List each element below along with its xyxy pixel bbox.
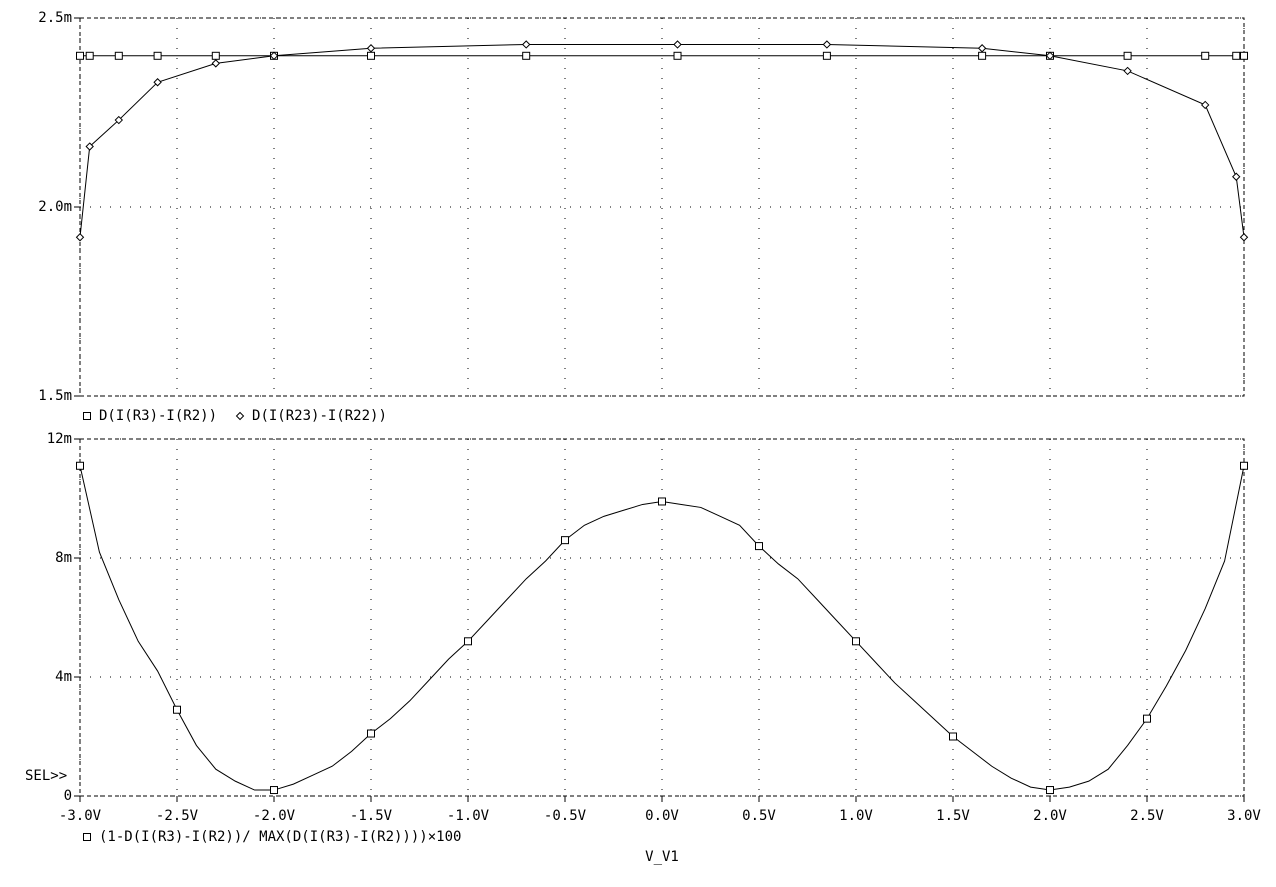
marker: [1045, 51, 1055, 61]
y-tick-label: 8m: [55, 550, 72, 566]
marker: [85, 142, 94, 151]
x-axis-label: V_V1: [645, 849, 679, 865]
x-tick-label: -0.5V: [544, 808, 587, 824]
marker: [977, 44, 987, 53]
y-tick-label: 2.5m: [38, 10, 72, 26]
plot-frame: [79, 17, 1245, 397]
marker: [269, 51, 279, 61]
legend-label: (1-D(I(R3)-I(R2))/ MAX(D(I(R3)-I(R2))))×…: [99, 829, 461, 845]
legend-label: D(I(R3)-I(R2)): [99, 408, 217, 424]
series-line: [79, 43, 1245, 238]
marker: [949, 732, 957, 741]
x-tick-label: 1.0V: [839, 808, 873, 824]
marker: [114, 115, 124, 125]
marker: [1123, 51, 1132, 60]
marker: [522, 51, 531, 60]
legend-marker: [83, 833, 91, 841]
marker: [1232, 51, 1241, 60]
marker: [1143, 714, 1151, 723]
marker: [1239, 233, 1249, 242]
x-tick-label: -2.0V: [253, 808, 296, 824]
marker: [153, 78, 162, 87]
marker: [75, 233, 85, 242]
marker: [822, 51, 831, 60]
legend-marker: [235, 411, 245, 421]
marker: [673, 51, 682, 60]
y-tick-label: 2.0m: [38, 199, 72, 215]
marker: [76, 51, 84, 60]
marker: [366, 44, 376, 53]
y-tick-label: 1.5m: [38, 388, 72, 404]
marker: [1200, 100, 1210, 110]
x-tick-label: -2.5V: [156, 808, 199, 824]
x-tick-label: 0.5V: [742, 808, 776, 824]
x-tick-label: 1.5V: [936, 808, 970, 824]
marker: [270, 786, 278, 795]
marker: [755, 542, 763, 551]
marker: [153, 51, 162, 60]
x-tick-label: 2.5V: [1130, 808, 1164, 824]
marker: [367, 51, 375, 60]
x-tick-label: 0.0V: [645, 808, 679, 824]
plot-frame: [79, 438, 1245, 797]
marker: [1240, 51, 1248, 60]
y-tick-label: 4m: [55, 669, 72, 685]
marker: [76, 461, 84, 470]
marker: [464, 637, 472, 646]
annotation: SEL>>: [25, 768, 67, 784]
x-tick-label: -1.5V: [350, 808, 393, 824]
x-tick-label: 3.0V: [1227, 808, 1261, 824]
marker: [1046, 786, 1054, 795]
marker: [1240, 461, 1248, 470]
marker: [211, 59, 221, 68]
series-line: [79, 465, 1245, 791]
marker: [1123, 66, 1132, 76]
marker: [1201, 51, 1210, 60]
marker: [1232, 172, 1241, 181]
legend-marker: [83, 412, 91, 420]
y-tick-label: 12m: [47, 431, 72, 447]
y-tick-label: 0: [64, 788, 72, 804]
marker: [114, 51, 123, 60]
x-tick-label: -1.0V: [447, 808, 490, 824]
marker: [658, 497, 666, 506]
marker: [822, 40, 832, 49]
marker: [521, 40, 531, 49]
marker: [85, 51, 94, 60]
marker: [561, 536, 569, 545]
marker: [367, 729, 375, 738]
marker: [173, 705, 181, 714]
x-tick-label: -3.0V: [59, 808, 102, 824]
marker: [852, 637, 860, 646]
marker: [673, 40, 682, 49]
marker: [978, 51, 987, 60]
x-tick-label: 2.0V: [1033, 808, 1067, 824]
marker: [211, 51, 220, 60]
legend-label: D(I(R23)-I(R22)): [252, 408, 387, 424]
